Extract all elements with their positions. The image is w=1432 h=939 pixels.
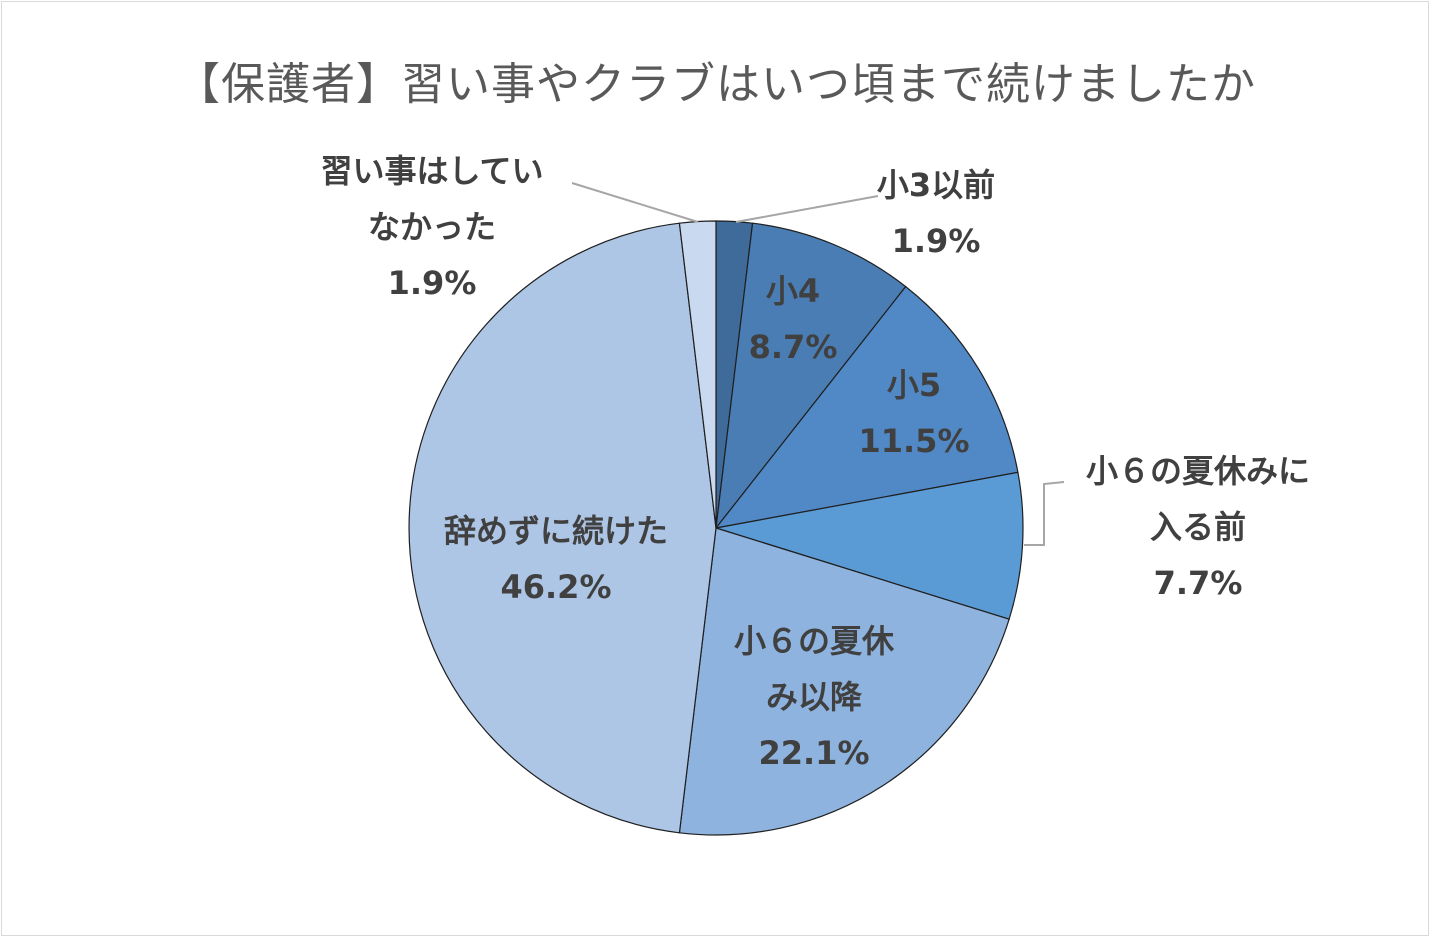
slice-category-label-7: なかった xyxy=(368,208,496,246)
pie-slice-6 xyxy=(408,222,717,834)
pie-slice-2 xyxy=(715,222,907,531)
pie-slice-5 xyxy=(678,527,1010,836)
slice-category-label-6: 辞めずに続けた xyxy=(444,512,668,550)
slice-category-label-4: 小６の夏休みに xyxy=(1086,452,1310,490)
slice-category-label-5: 小６の夏休 xyxy=(734,622,895,660)
chart-title: 【保護者】習い事やクラブはいつ頃まで続けましたか xyxy=(176,59,1256,110)
pie-slice-3 xyxy=(714,285,1019,529)
slice-category-label-5: み以降 xyxy=(766,678,863,716)
pie-slice-4 xyxy=(715,471,1024,620)
slice-category-label-4: 入る前 xyxy=(1150,508,1246,546)
slice-percent-label-3: 11.5% xyxy=(858,422,969,460)
slice-category-label-1: 小3以前 xyxy=(877,166,995,204)
slice-percent-label-6: 46.2% xyxy=(500,568,611,606)
slice-percent-label-5: 22.1% xyxy=(758,734,869,772)
slice-percent-label-4: 7.7% xyxy=(1154,564,1243,602)
slice-percent-label-2: 8.7% xyxy=(749,328,838,366)
slice-percent-label-7: 1.9% xyxy=(388,264,477,302)
slice-percent-label-1: 1.9% xyxy=(892,222,981,260)
leader-line-7 xyxy=(571,182,699,223)
pie-slices xyxy=(408,220,1024,836)
leader-line-1 xyxy=(735,195,879,223)
leader-lines xyxy=(571,182,1065,546)
slice-category-label-7: 習い事はしてい xyxy=(320,152,543,190)
leader-line-4 xyxy=(1024,481,1065,546)
slice-category-label-2: 小4 xyxy=(766,272,820,310)
slice-category-label-3: 小5 xyxy=(887,366,941,404)
